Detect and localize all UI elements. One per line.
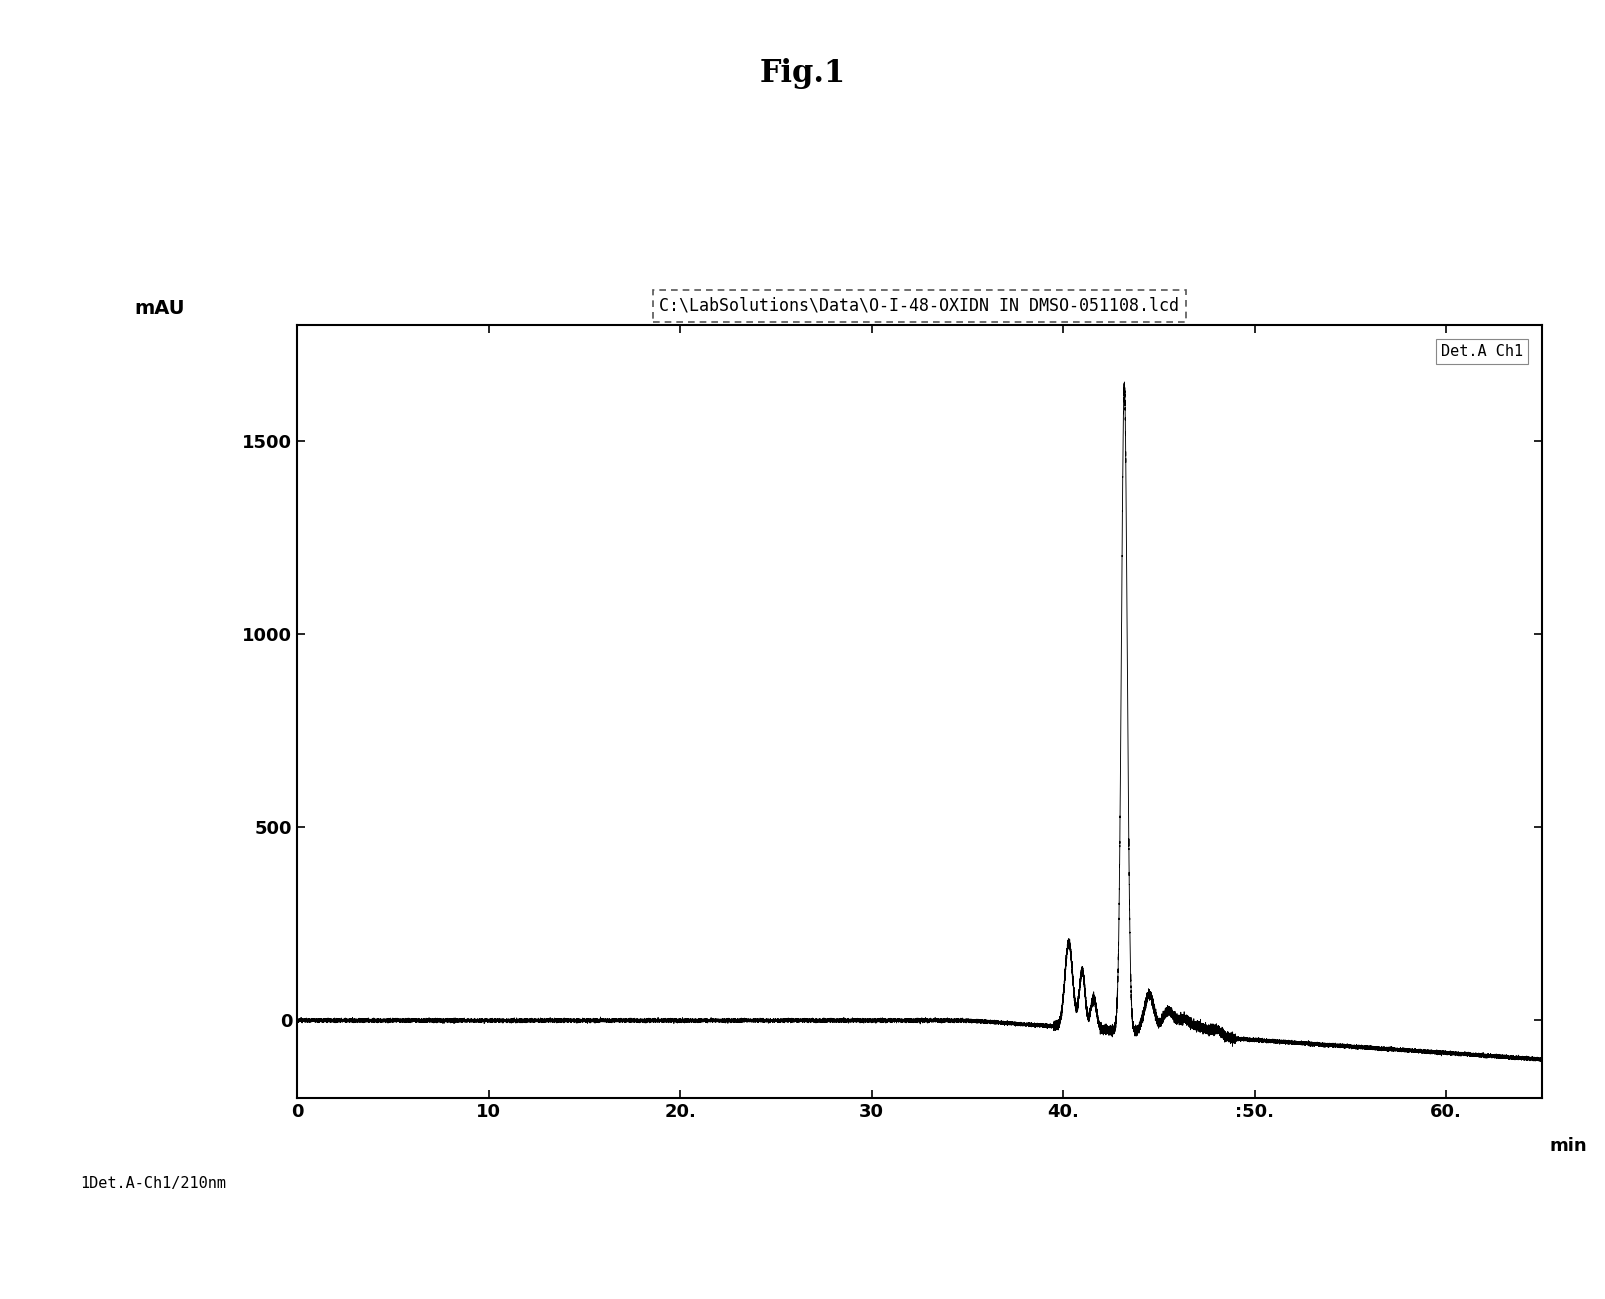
Title: C:\LabSolutions\Data\O-I-48-OXIDN IN DMSO-051108.lcd: C:\LabSolutions\Data\O-I-48-OXIDN IN DMS… (660, 297, 1178, 314)
Text: 1Det.A-Ch1/210nm: 1Det.A-Ch1/210nm (80, 1176, 226, 1191)
Text: min: min (1549, 1137, 1586, 1155)
Text: Fig.1: Fig.1 (759, 58, 846, 90)
Text: mAU: mAU (135, 299, 185, 318)
Text: Det.A Ch1: Det.A Ch1 (1440, 344, 1522, 359)
